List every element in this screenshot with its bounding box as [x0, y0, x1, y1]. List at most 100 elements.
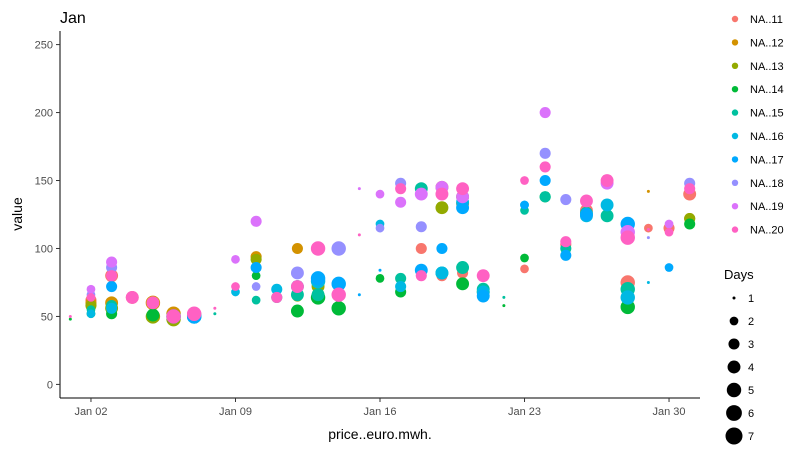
size-legend-label: 6	[748, 408, 754, 420]
y-tick-label: 250	[35, 40, 53, 52]
data-point	[414, 187, 428, 201]
data-point	[395, 280, 407, 293]
data-point	[560, 194, 572, 206]
data-point	[580, 194, 593, 208]
legend-key	[731, 15, 739, 23]
data-point	[646, 236, 650, 240]
data-point	[250, 253, 262, 265]
data-point	[539, 147, 551, 159]
size-legend-label: 2	[748, 316, 754, 328]
data-point	[291, 242, 303, 255]
legend-label: NA..18	[750, 178, 784, 190]
y-tick-label: 200	[35, 108, 53, 120]
size-legend-label: 7	[748, 431, 754, 443]
legend-label: NA..13	[750, 61, 784, 73]
data-point	[415, 242, 427, 255]
data-point	[331, 276, 346, 292]
legend-key	[731, 179, 739, 186]
data-point	[86, 284, 96, 294]
legend-key	[731, 203, 739, 210]
chart-title: Jan	[60, 10, 86, 27]
legend-key	[731, 109, 739, 116]
legend-key	[731, 86, 739, 93]
data-point	[186, 306, 202, 321]
legend-label: NA..12	[750, 37, 784, 49]
color-legend: NA..11 NA..12 NA..13 NA..14 NA..15 NA..16 NA..…	[731, 14, 784, 237]
data-point	[271, 283, 283, 295]
y-ticks: 0 50 100 150 200 250	[35, 40, 60, 391]
data-point	[125, 290, 139, 304]
data-point	[560, 236, 572, 248]
data-point	[375, 189, 385, 199]
data-point	[664, 219, 674, 229]
data-point	[539, 174, 551, 187]
size-legend-label: 4	[748, 362, 754, 374]
data-point	[456, 201, 470, 215]
y-tick-label: 50	[41, 311, 53, 323]
data-point	[415, 270, 427, 282]
data-point	[684, 218, 696, 230]
data-point	[331, 301, 346, 316]
data-point	[476, 289, 490, 303]
data-point	[600, 209, 614, 223]
data-point	[456, 182, 470, 196]
data-point	[600, 174, 614, 187]
data-point	[502, 304, 506, 308]
data-point	[213, 306, 217, 310]
data-point	[646, 189, 650, 193]
series-NA..18	[86, 147, 696, 300]
data-point	[311, 288, 325, 302]
series-NA..15	[86, 182, 635, 324]
legend-label: NA..11	[750, 14, 783, 26]
data-point	[231, 254, 240, 264]
legend-label: NA..20	[750, 225, 784, 237]
data-point	[213, 312, 217, 316]
data-point	[250, 261, 262, 274]
data-point	[664, 263, 674, 272]
data-point	[68, 317, 72, 321]
legend-key	[731, 156, 739, 163]
data-point	[271, 291, 283, 303]
data-point	[357, 293, 361, 297]
size-legend-key	[725, 427, 743, 445]
size-legend: Days 1 2 3 4 5 6 7	[724, 267, 754, 445]
data-point	[146, 308, 160, 322]
size-legend-key	[727, 360, 741, 374]
data-point	[375, 274, 385, 283]
legend-key	[731, 132, 739, 140]
data-point	[106, 270, 118, 282]
data-point	[520, 176, 529, 185]
data-point	[539, 161, 551, 173]
data-point	[476, 269, 490, 283]
legend-label: NA..16	[750, 131, 784, 143]
data-point	[646, 227, 650, 231]
data-point	[310, 271, 326, 286]
data-point	[395, 183, 407, 195]
data-point	[580, 208, 593, 221]
size-legend-key	[732, 296, 736, 300]
data-point	[620, 290, 635, 305]
data-point	[620, 230, 635, 245]
data-point	[395, 196, 407, 208]
data-point	[502, 295, 506, 299]
data-point	[106, 280, 118, 293]
y-tick-label: 150	[35, 176, 53, 188]
legend-key	[731, 62, 739, 69]
data-point	[435, 187, 449, 201]
data-point	[395, 272, 407, 284]
data-point	[68, 314, 72, 318]
data-point	[357, 187, 361, 191]
series-NA..20	[68, 161, 696, 324]
size-legend-label: 1	[748, 293, 754, 305]
data-point	[435, 201, 449, 215]
data-point	[251, 271, 261, 281]
data-point	[375, 223, 385, 233]
data-point	[251, 295, 261, 305]
data-point	[331, 241, 346, 256]
data-point	[290, 304, 304, 318]
legend-label: NA..19	[750, 201, 784, 213]
data-point	[539, 191, 551, 203]
data-point	[231, 282, 240, 291]
data-point	[310, 241, 326, 256]
data-point	[331, 287, 346, 302]
